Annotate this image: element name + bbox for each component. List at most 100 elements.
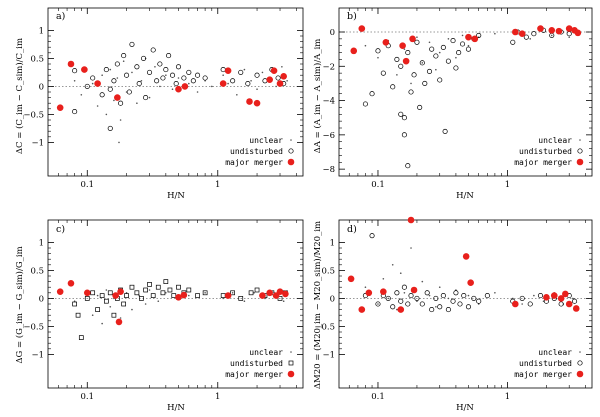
unclear-point-c xyxy=(119,317,122,319)
unclear-point-d xyxy=(494,292,496,294)
legend-label-d: undisturbed xyxy=(519,359,572,368)
unclear-point-c xyxy=(96,294,99,297)
unclear-point-a xyxy=(140,80,143,82)
xlabel-a: H/N xyxy=(167,191,185,201)
legend-marker-d xyxy=(579,351,581,353)
merger-point-b xyxy=(471,35,479,43)
unclear-point-c xyxy=(253,292,255,294)
undisturbed-point-b xyxy=(398,63,404,69)
unclear-point-c xyxy=(105,289,108,291)
unclear-point-a xyxy=(159,85,161,88)
legend-marker-b xyxy=(579,139,581,141)
merger-point-d xyxy=(572,305,580,312)
undisturbed-point-a xyxy=(230,78,236,84)
merger-point-c xyxy=(175,293,182,301)
unclear-point-d xyxy=(391,264,394,266)
unclear-point-a xyxy=(188,82,190,85)
undisturbed-point-b xyxy=(401,115,407,121)
undisturbed-point-d xyxy=(519,295,525,301)
undisturbed-point-c xyxy=(150,293,156,298)
x-tick-label-a: 0.1 xyxy=(81,180,95,190)
unclear-point-d xyxy=(410,247,412,249)
merger-point-b xyxy=(548,26,556,34)
undisturbed-point-a xyxy=(136,81,142,87)
undisturbed-point-d xyxy=(471,295,477,301)
unclear-point-b xyxy=(568,36,571,38)
y-tick-label-d: 0.5 xyxy=(321,266,335,276)
undisturbed-point-a xyxy=(173,81,179,87)
undisturbed-point-a xyxy=(84,83,90,89)
undisturbed-point-c xyxy=(75,312,81,318)
undisturbed-point-c xyxy=(103,298,109,304)
undisturbed-point-c xyxy=(171,293,177,298)
undisturbed-point-a xyxy=(163,67,169,73)
undisturbed-point-c xyxy=(277,296,283,301)
undisturbed-point-c xyxy=(155,284,161,290)
undisturbed-point-c xyxy=(84,296,90,301)
merger-point-d xyxy=(407,216,415,224)
undisturbed-point-c xyxy=(78,335,84,340)
merger-point-a xyxy=(67,60,75,68)
undisturbed-point-a xyxy=(124,72,130,78)
merger-point-b xyxy=(409,35,416,43)
unclear-point-c xyxy=(138,294,141,297)
undisturbed-point-a xyxy=(186,69,192,75)
undisturbed-point-c xyxy=(129,284,135,290)
undisturbed-point-b xyxy=(398,111,404,117)
undisturbed-point-a xyxy=(103,67,109,73)
merger-point-d xyxy=(410,286,418,294)
merger-point-c xyxy=(282,290,289,298)
undisturbed-point-b xyxy=(465,46,472,52)
legend-marker-a xyxy=(288,148,294,154)
undisturbed-point-a xyxy=(107,125,113,131)
x-tick-label-b: 1 xyxy=(505,180,510,190)
undisturbed-point-a xyxy=(126,89,132,95)
legend-label-b: unclear xyxy=(538,136,572,145)
undisturbed-point-d xyxy=(484,293,490,299)
undisturbed-point-c xyxy=(124,293,129,298)
undisturbed-point-c xyxy=(238,296,244,301)
undisturbed-point-c xyxy=(95,307,100,312)
unclear-point-c xyxy=(101,322,103,325)
legend-label-a: undisturbed xyxy=(230,147,283,156)
legend-label-b: major merger xyxy=(514,158,572,167)
merger-point-b xyxy=(518,30,526,38)
unclear-point-a xyxy=(91,82,94,85)
undisturbed-point-d xyxy=(398,298,404,304)
merger-point-a xyxy=(246,98,253,105)
legend-label-d: unclear xyxy=(538,348,572,357)
undisturbed-point-a xyxy=(114,61,120,67)
y-tick-label-c: 1 xyxy=(39,238,44,248)
unclear-point-c xyxy=(188,294,190,297)
ylabel-a: ΔC = (C_im − C_sim)/C_im xyxy=(14,38,25,154)
merger-point-c xyxy=(224,292,232,299)
undisturbed-point-a xyxy=(190,78,196,84)
undisturbed-point-c xyxy=(195,293,200,298)
y-tick-label-a: −0.5 xyxy=(23,110,44,120)
undisturbed-point-b xyxy=(405,50,411,56)
x-tick-label-b: 0.1 xyxy=(371,180,385,190)
undisturbed-point-d xyxy=(445,307,451,313)
merger-point-d xyxy=(562,290,569,298)
undisturbed-point-a xyxy=(202,75,208,81)
ylabel-d: ΔM20 = (M20_im − M20_sim)/M20_im xyxy=(312,221,323,389)
unclear-point-d xyxy=(382,278,385,280)
legend-label-c: unclear xyxy=(249,348,283,357)
undisturbed-point-d xyxy=(453,290,459,296)
x-tick-label-d: 1 xyxy=(505,392,510,402)
undisturbed-point-b xyxy=(440,44,446,50)
unclear-point-a xyxy=(275,85,277,88)
undisturbed-point-b xyxy=(394,56,400,62)
legend-marker-d xyxy=(577,360,583,366)
y-tick-label-c: 0 xyxy=(39,294,44,304)
undisturbed-point-b xyxy=(411,72,417,78)
x-tick-label-c: 0.1 xyxy=(81,392,95,402)
y-tick-label-b: −4 xyxy=(322,97,335,107)
unclear-point-d xyxy=(447,297,450,300)
unclear-point-b xyxy=(447,38,450,40)
merger-point-a xyxy=(276,80,284,87)
unclear-point-b xyxy=(416,36,418,38)
panel-d-m20: ΔM20 = (M20_im − M20_sim)/M20_im H/N d) … xyxy=(312,216,593,413)
plot-frame-b xyxy=(338,7,593,177)
